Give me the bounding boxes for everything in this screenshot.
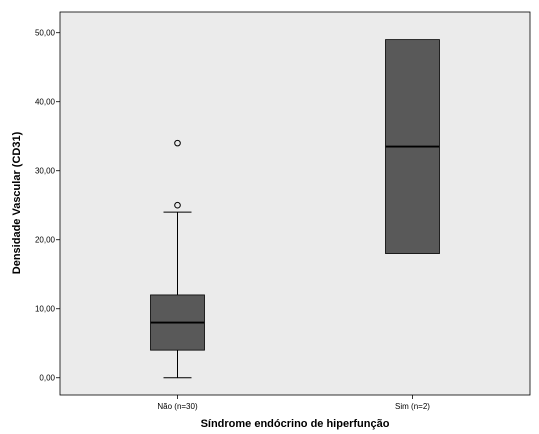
y-axis-title: Densidade Vascular (CD31) (11, 131, 23, 274)
x-axis: Não (n=30) Sim (n=2) (157, 395, 430, 411)
y-tick-label: 0,00 (39, 374, 55, 383)
outlier-point (174, 139, 181, 147)
y-tick-label: 50,00 (35, 29, 56, 38)
y-axis: 0,00 10,00 20,00 30,00 40,00 50,00 (35, 29, 60, 383)
y-tick-label: 30,00 (35, 167, 56, 176)
outlier-point (174, 201, 181, 209)
y-tick-label: 10,00 (35, 305, 56, 314)
box-group (150, 139, 205, 379)
plot-area (59, 11, 531, 396)
y-tick-label: 20,00 (35, 236, 56, 245)
boxes (150, 39, 440, 379)
x-axis-title: Síndrome endócrino de hiperfunção (201, 418, 390, 430)
x-tick-label: Sim (n=2) (395, 402, 430, 411)
box-group (385, 39, 440, 254)
x-tick-label: Não (n=30) (157, 402, 198, 411)
y-tick-label: 40,00 (35, 98, 56, 107)
